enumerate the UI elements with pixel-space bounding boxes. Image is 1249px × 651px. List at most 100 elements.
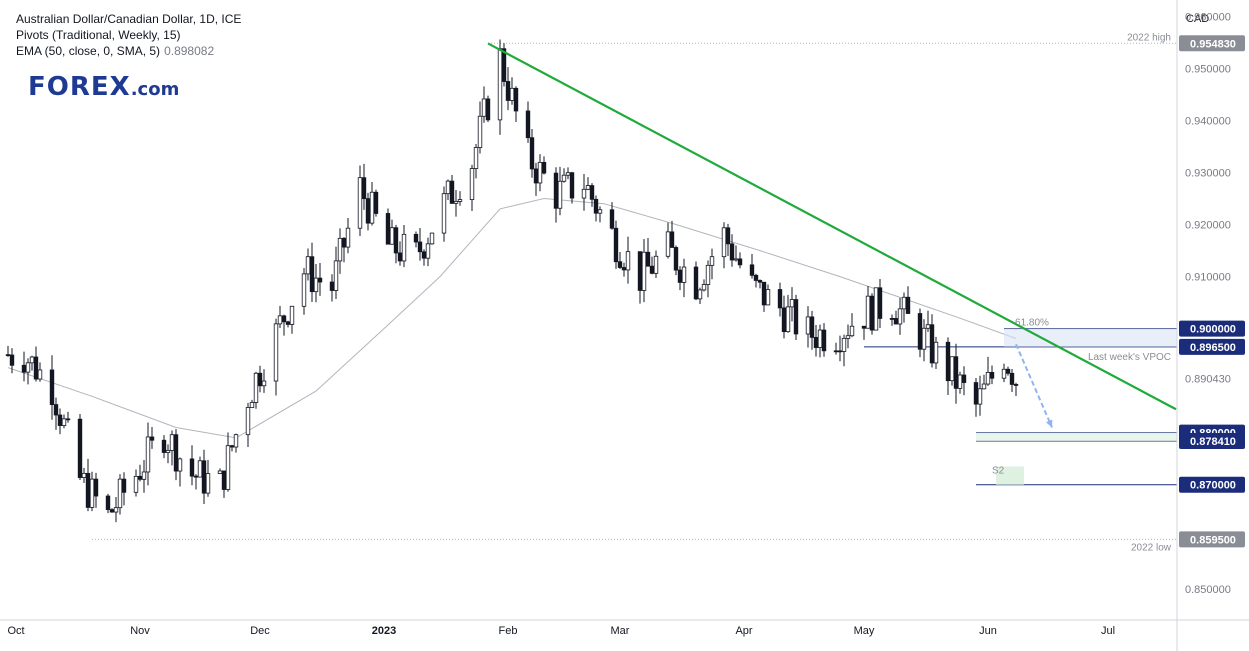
candle-body xyxy=(557,180,563,209)
candle-body xyxy=(357,177,363,229)
candle-body xyxy=(793,299,799,335)
logo-suffix: .com xyxy=(130,79,180,100)
candle-body xyxy=(53,404,59,416)
candles-layer xyxy=(5,39,1019,523)
level-annotation: 2022 low xyxy=(1131,542,1172,553)
y-tick-label: 0.850000 xyxy=(1185,584,1231,596)
candle-body xyxy=(725,227,731,245)
price-badge-label: 0.878410 xyxy=(1190,436,1236,448)
candle-body xyxy=(1013,384,1019,386)
y-tick-label: 0.960000 xyxy=(1185,11,1231,23)
level-annotation: S2 xyxy=(992,466,1005,477)
candle-body xyxy=(281,315,287,323)
candle-body xyxy=(261,380,267,387)
x-tick-label: Oct xyxy=(7,625,24,637)
candle-body xyxy=(469,168,475,200)
y-tick-label: 0.950000 xyxy=(1185,63,1231,75)
candle-body xyxy=(189,458,195,477)
candle-body xyxy=(385,213,391,245)
candle-body xyxy=(93,478,99,497)
candle-body xyxy=(869,295,875,331)
candle-body xyxy=(233,434,239,448)
trendline-layer[interactable] xyxy=(487,42,1177,428)
candle-body xyxy=(33,356,39,380)
candle-body xyxy=(753,274,759,281)
candle-body xyxy=(313,277,319,293)
candle-body xyxy=(161,439,167,453)
candle-body xyxy=(837,350,843,353)
candle-body xyxy=(513,87,519,112)
candle-body xyxy=(749,264,755,276)
price-badges-layer: 0.9548300.9000000.8965000.8800000.878410… xyxy=(1179,35,1245,548)
candle-body xyxy=(613,227,619,263)
ema-layer xyxy=(7,197,1017,439)
candle-body xyxy=(985,371,991,385)
legend-pivots: Pivots (Traditional, Weekly, 15) xyxy=(16,28,181,42)
candle-body xyxy=(917,313,923,350)
candle-body xyxy=(641,251,647,291)
x-tick-label: 2023 xyxy=(372,625,396,637)
candle-body xyxy=(505,81,511,101)
candle-body xyxy=(765,289,771,306)
candle-body xyxy=(309,256,315,293)
candle-body xyxy=(957,374,963,389)
y-tick-label: 0.910000 xyxy=(1185,272,1231,284)
forex-logo: FOREX.com xyxy=(28,72,179,102)
candle-body xyxy=(65,418,71,421)
candle-body xyxy=(861,325,867,329)
candle-body xyxy=(217,470,223,474)
candle-body xyxy=(337,237,343,262)
candle-body xyxy=(569,172,575,199)
currency-label: CAD xyxy=(1186,13,1209,25)
candle-body xyxy=(389,227,395,245)
candle-body xyxy=(21,364,27,373)
price-badge-label: 0.896500 xyxy=(1190,342,1236,354)
candle-body xyxy=(649,265,655,274)
candle-body xyxy=(137,475,143,480)
projection-arrow-head xyxy=(1045,419,1053,428)
candle-body xyxy=(1001,368,1007,379)
candle-body xyxy=(29,356,35,364)
candle-body xyxy=(981,383,987,390)
candle-body xyxy=(729,243,735,261)
candle-body xyxy=(121,478,127,493)
candle-body xyxy=(417,241,423,253)
candle-body xyxy=(925,324,931,329)
candle-body xyxy=(637,251,643,291)
fib-zone xyxy=(1004,328,1177,347)
candle-body xyxy=(441,193,447,234)
candle-body xyxy=(533,168,539,184)
s2-zone xyxy=(996,466,1024,485)
candle-body xyxy=(921,327,927,350)
candle-body xyxy=(585,185,591,190)
candle-body xyxy=(221,470,227,490)
candle-body xyxy=(481,98,487,117)
y-tick-label: 0.940000 xyxy=(1185,115,1231,127)
candle-body xyxy=(841,337,847,352)
candle-body xyxy=(225,445,231,490)
candle-body xyxy=(565,172,571,176)
candle-body xyxy=(1009,372,1015,385)
candle-body xyxy=(361,177,367,200)
candle-body xyxy=(541,161,547,174)
candle-body xyxy=(205,473,211,494)
candle-body xyxy=(25,362,31,373)
candle-body xyxy=(877,287,883,319)
x-tick-label: Jun xyxy=(979,625,997,637)
candle-body xyxy=(525,110,531,139)
candle-body xyxy=(5,354,11,357)
candle-body xyxy=(509,87,515,101)
y-tick-label: 0.890430 xyxy=(1185,373,1231,385)
candle-body xyxy=(1005,368,1011,374)
projection-arrow xyxy=(1015,343,1053,428)
trendline[interactable] xyxy=(487,42,1177,411)
level-annotation: 2022 high xyxy=(1127,32,1171,43)
candle-body xyxy=(453,201,459,204)
candle-body xyxy=(333,260,339,291)
candle-body xyxy=(677,269,683,283)
candle-body xyxy=(253,372,259,403)
candle-body xyxy=(681,266,687,283)
candle-body xyxy=(133,475,139,493)
